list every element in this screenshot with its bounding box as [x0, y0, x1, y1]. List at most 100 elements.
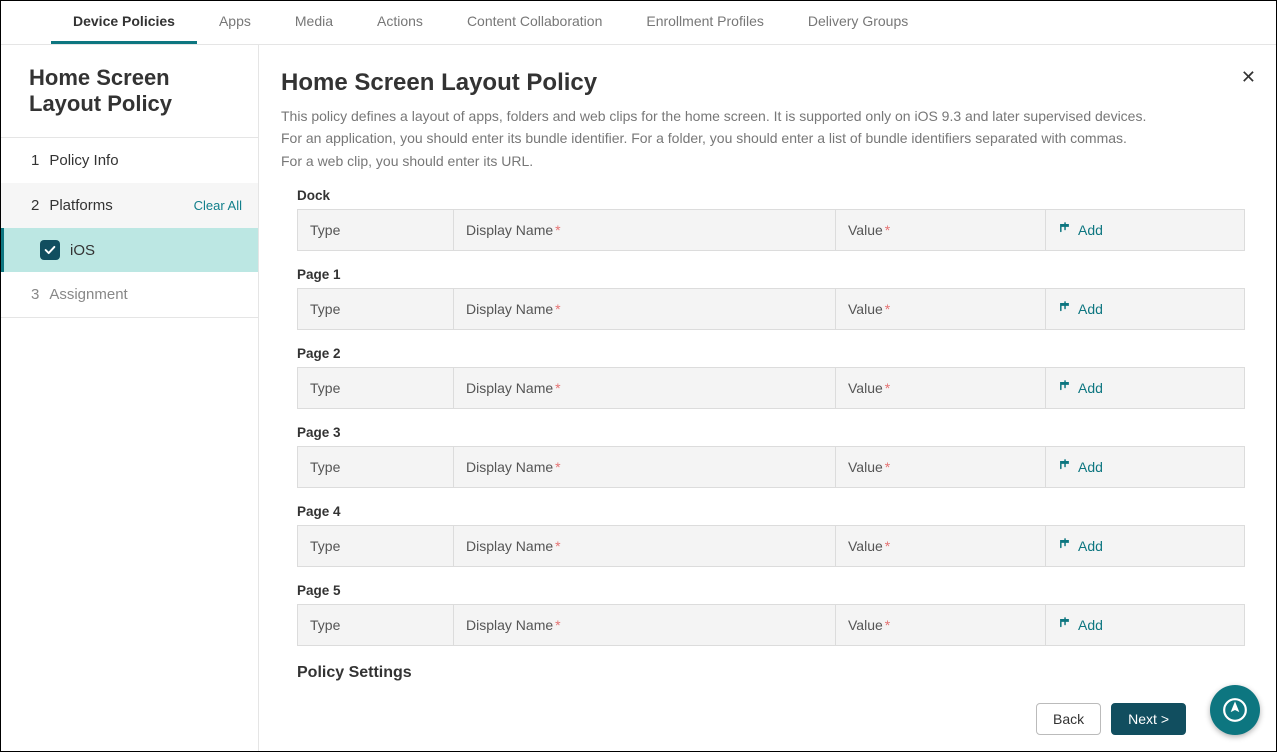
col-add: Add [1046, 605, 1244, 645]
compass-icon [1222, 697, 1248, 723]
platform-label: iOS [70, 242, 95, 259]
col-add: Add [1046, 289, 1244, 329]
step-num: 3 [31, 286, 39, 303]
desc-line: For an application, you should enter its… [281, 127, 1201, 149]
tab-device-policies[interactable]: Device Policies [51, 1, 197, 44]
tab-enrollment-profiles[interactable]: Enrollment Profiles [624, 1, 786, 44]
add-label: Add [1078, 301, 1103, 317]
required-marker: * [885, 222, 890, 238]
add-button[interactable]: Add [1058, 616, 1103, 634]
required-marker: * [555, 617, 560, 633]
col-type: Type [298, 605, 454, 645]
tab-content-collaboration[interactable]: Content Collaboration [445, 1, 624, 44]
top-nav: Device Policies Apps Media Actions Conte… [1, 1, 1276, 45]
col-value: Value* [836, 526, 1046, 566]
platform-ios[interactable]: iOS [1, 228, 258, 272]
back-button[interactable]: Back [1036, 703, 1101, 735]
col-add: Add [1046, 210, 1244, 250]
section-title: Page 1 [297, 267, 1254, 282]
add-icon [1058, 379, 1078, 397]
col-label: Value [848, 301, 883, 317]
col-label: Display Name [466, 538, 553, 554]
add-button[interactable]: Add [1058, 221, 1103, 239]
tab-media[interactable]: Media [273, 1, 355, 44]
col-add: Add [1046, 526, 1244, 566]
add-icon [1058, 221, 1078, 239]
section-title: Page 2 [297, 346, 1254, 361]
step-policy-info[interactable]: 1 Policy Info [1, 138, 258, 183]
section-header-row: TypeDisplay Name*Value*Add [297, 446, 1245, 488]
section-header-row: TypeDisplay Name* Value * Add [297, 604, 1245, 646]
add-label: Add [1078, 459, 1103, 475]
col-label: Display Name [466, 380, 553, 396]
tab-delivery-groups[interactable]: Delivery Groups [786, 1, 930, 44]
section-header-row: TypeDisplay Name*Value*Add [297, 209, 1245, 251]
section-title: Dock [297, 188, 1254, 203]
add-icon [1058, 537, 1078, 555]
layout-section: Page 2TypeDisplay Name*Value*Add [297, 346, 1254, 409]
step-label: Policy Info [49, 152, 118, 169]
col-label: Value [848, 380, 883, 396]
col-type: Type [298, 447, 454, 487]
sidebar: Home Screen Layout Policy 1 Policy Info … [1, 45, 259, 751]
required-marker: * [555, 380, 560, 396]
col-type: Type [298, 289, 454, 329]
tab-apps[interactable]: Apps [197, 1, 273, 44]
add-icon [1058, 616, 1078, 634]
section-header-row: TypeDisplay Name*Value*Add [297, 288, 1245, 330]
col-value: Value* [836, 289, 1046, 329]
required-marker: * [555, 459, 560, 475]
page-title: Home Screen Layout Policy [281, 69, 1254, 97]
step-assignment[interactable]: 3 Assignment [1, 272, 258, 318]
add-label: Add [1078, 380, 1103, 396]
page-description: This policy defines a layout of apps, fo… [281, 105, 1201, 172]
layout-section: Page 5 TypeDisplay Name* Value * Add [297, 583, 1254, 646]
layout-section: Page 3TypeDisplay Name*Value*Add [297, 425, 1254, 488]
required-marker: * [885, 459, 890, 475]
main-panel: ✕ Home Screen Layout Policy This policy … [259, 45, 1276, 751]
add-label: Add [1078, 222, 1103, 238]
add-icon [1058, 458, 1078, 476]
section-header-row: TypeDisplay Name*Value* Add [297, 525, 1245, 567]
col-add: Add [1046, 447, 1244, 487]
step-num: 1 [31, 152, 39, 169]
col-type: Type [298, 368, 454, 408]
col-display-name: Display Name* [454, 289, 836, 329]
section-title: Page 4 [297, 504, 1254, 519]
section-title: Page 5 [297, 583, 1254, 598]
section-title: Page 3 [297, 425, 1254, 440]
step-platforms[interactable]: 2 Platforms Clear All [1, 183, 258, 228]
required-marker: * [885, 380, 890, 396]
layout-section: DockTypeDisplay Name*Value*Add [297, 188, 1254, 251]
required-marker: * [555, 301, 560, 317]
add-button[interactable]: Add [1058, 458, 1103, 476]
clear-all-link[interactable]: Clear All [194, 198, 242, 213]
checkbox-checked-icon[interactable] [40, 240, 60, 260]
col-label: Value [848, 459, 883, 475]
col-display-name: Display Name* [454, 605, 836, 645]
sidebar-title: Home Screen Layout Policy [1, 45, 258, 138]
help-float-button[interactable] [1210, 685, 1260, 735]
add-button[interactable]: Add [1058, 300, 1103, 318]
col-add: Add [1046, 368, 1244, 408]
section-header-row: TypeDisplay Name*Value*Add [297, 367, 1245, 409]
tab-actions[interactable]: Actions [355, 1, 445, 44]
col-label: Value [848, 617, 883, 633]
col-display-name: Display Name* [454, 526, 836, 566]
col-value: Value* [836, 368, 1046, 408]
footer-buttons: Back Next > [1036, 703, 1186, 735]
next-button[interactable]: Next > [1111, 703, 1186, 735]
col-type: Type [298, 526, 454, 566]
col-display-name: Display Name* [454, 447, 836, 487]
step-label: Platforms [49, 197, 112, 214]
add-button[interactable]: Add [1058, 537, 1103, 555]
col-label: Value [848, 538, 883, 554]
col-value: Value* [836, 447, 1046, 487]
layout-section: Page 1TypeDisplay Name*Value*Add [297, 267, 1254, 330]
close-icon[interactable]: ✕ [1241, 67, 1256, 88]
add-label: Add [1078, 617, 1103, 633]
step-label: Assignment [49, 286, 127, 303]
required-marker: * [885, 301, 890, 317]
add-button[interactable]: Add [1058, 379, 1103, 397]
col-label: Display Name [466, 459, 553, 475]
